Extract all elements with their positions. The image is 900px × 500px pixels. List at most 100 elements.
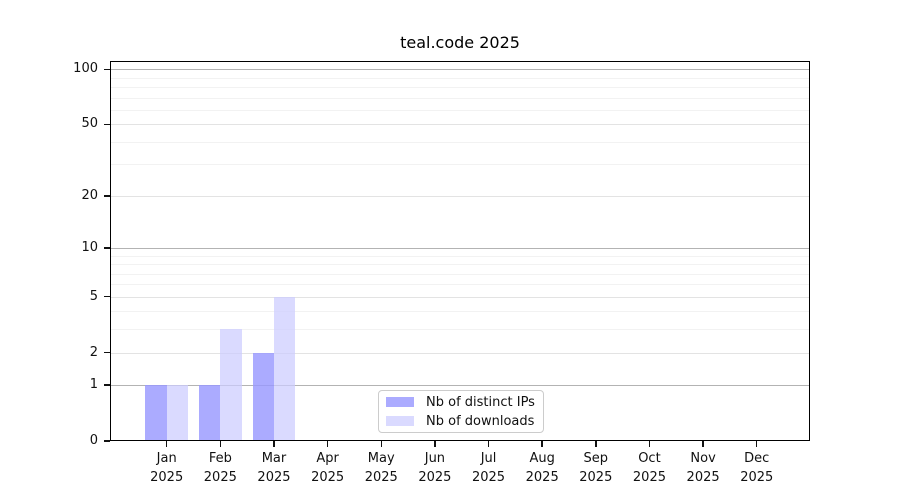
x-tick-label: Feb 2025 <box>190 449 250 487</box>
bar <box>252 352 274 441</box>
x-tick-month: Jan <box>156 451 177 466</box>
y-tick-label: 10 <box>81 239 98 255</box>
x-tick-label: Mar 2025 <box>244 449 304 487</box>
x-tick-mark <box>541 441 543 447</box>
x-tick-month: Feb <box>208 451 232 466</box>
bar <box>273 296 296 441</box>
minor-gridline <box>110 141 810 143</box>
x-tick-year: 2025 <box>686 470 720 485</box>
y-tick-label: 0 <box>89 433 98 448</box>
major-gridline <box>110 296 810 298</box>
minor-gridline <box>110 329 810 331</box>
x-tick-month: Sep <box>583 451 609 466</box>
bar <box>220 329 242 441</box>
y-tick-label: 50 <box>81 116 98 132</box>
y-tick-mark <box>104 384 110 386</box>
x-tick-month: May <box>367 451 395 466</box>
x-tick-mark <box>648 441 651 447</box>
x-tick-year: 2025 <box>579 470 613 485</box>
legend: Nb of distinct IPs Nb of downloads <box>378 390 544 433</box>
x-tick-mark <box>219 441 222 447</box>
minor-gridline <box>110 311 810 313</box>
major-gridline <box>110 385 810 387</box>
minor-gridline <box>110 97 810 99</box>
x-tick-label: Jun 2025 <box>405 449 465 487</box>
x-tick-year: 2025 <box>632 470 666 485</box>
x-tick-mark <box>326 441 329 447</box>
y-tick-label: 20 <box>81 187 98 203</box>
bar <box>198 385 221 441</box>
x-tick-mark <box>702 441 704 447</box>
x-tick-year: 2025 <box>525 470 559 485</box>
y-tick-mark <box>104 351 110 354</box>
legend-label-downloads: Nb of downloads <box>426 413 535 429</box>
major-gridline <box>110 247 810 249</box>
y-tick-mark <box>104 195 110 197</box>
x-tick-year: 2025 <box>311 470 345 485</box>
y-tick-mark <box>104 123 110 126</box>
x-tick-year: 2025 <box>150 470 184 485</box>
y-tick-mark <box>104 68 110 71</box>
x-tick-mark <box>165 441 168 447</box>
x-tick-label: Jan 2025 <box>137 449 197 487</box>
minor-gridline <box>110 255 810 257</box>
y-tick-mark <box>104 247 110 249</box>
minor-gridline <box>110 273 810 275</box>
x-tick-year: 2025 <box>740 470 774 485</box>
bar <box>145 385 167 441</box>
x-tick-mark <box>487 441 490 447</box>
x-tick-year: 2025 <box>418 470 452 485</box>
y-tick-label: 1 <box>89 377 98 393</box>
major-gridline <box>110 195 810 197</box>
x-tick-mark <box>380 441 382 447</box>
minor-gridline <box>110 164 810 166</box>
x-tick-label: Jul 2025 <box>459 449 519 487</box>
x-tick-year: 2025 <box>257 470 291 485</box>
x-tick-month: Dec <box>744 451 770 466</box>
x-tick-month: Mar <box>261 451 287 466</box>
y-tick-mark <box>104 440 110 442</box>
legend-label-distinct-ips: Nb of distinct IPs <box>426 394 535 410</box>
major-gridline <box>110 124 810 126</box>
x-tick-month: Jul <box>480 451 497 466</box>
x-tick-mark <box>434 441 436 447</box>
x-tick-month: Apr <box>316 451 339 466</box>
y-tick-mark <box>104 295 110 298</box>
plot-area: Nb of distinct IPs Nb of downloads 0 1 2 5 1… <box>73 61 810 485</box>
x-tick-mark <box>755 441 758 447</box>
x-tick-label: Aug 2025 <box>512 449 572 487</box>
x-tick-month: Nov <box>690 451 716 466</box>
minor-gridline <box>110 109 810 111</box>
x-tick-year: 2025 <box>203 470 237 485</box>
x-tick-month: Oct <box>638 451 661 466</box>
legend-swatch-downloads <box>386 416 414 426</box>
minor-gridline <box>110 87 810 89</box>
minor-gridline <box>110 264 810 266</box>
minor-gridline <box>110 77 810 79</box>
x-tick-year: 2025 <box>364 470 398 485</box>
x-tick-label: Oct 2025 <box>619 449 679 487</box>
minor-gridline <box>110 284 810 286</box>
x-tick-month: Jun <box>424 451 446 466</box>
x-tick-mark <box>273 441 275 447</box>
y-tick-label: 2 <box>89 344 98 360</box>
major-gridline <box>110 69 810 71</box>
x-tick-label: Sep 2025 <box>566 449 626 487</box>
x-tick-label: Dec 2025 <box>727 449 787 487</box>
x-tick-month: Aug <box>529 451 555 466</box>
bar <box>166 385 189 441</box>
axes-frame <box>110 61 810 441</box>
x-tick-label: Apr 2025 <box>298 449 358 487</box>
x-tick-year: 2025 <box>471 470 506 485</box>
x-tick-label: May 2025 <box>351 449 411 487</box>
legend-swatch-distinct-ips <box>386 397 414 407</box>
major-gridline <box>110 352 810 354</box>
y-tick-label: 5 <box>89 288 98 304</box>
x-tick-label: Nov 2025 <box>673 449 733 487</box>
x-tick-mark <box>595 441 597 447</box>
chart-title: teal.code 2025 <box>400 33 520 52</box>
legend-item-distinct-ips: Nb of distinct IPs <box>386 394 543 411</box>
y-tick-label: 100 <box>73 61 98 77</box>
legend-item-downloads: Nb of downloads <box>386 413 543 430</box>
